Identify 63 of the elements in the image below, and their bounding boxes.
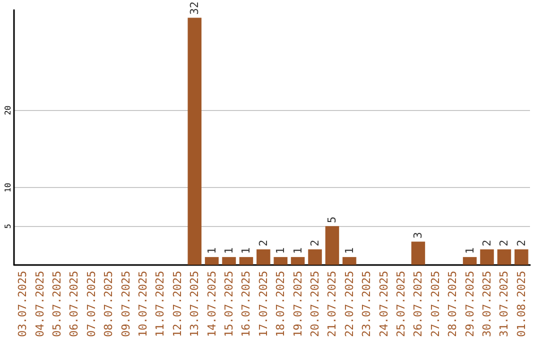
x-tick-label: 28.07.2025 [446,270,460,338]
bar [204,257,219,265]
bar [325,226,340,265]
x-tick-label: 16.07.2025 [240,270,253,338]
x-tick-label: 11.07.2025 [154,270,167,338]
data-label: 2 [514,240,528,246]
data-label: 1 [240,247,253,254]
data-label: 5 [326,216,339,224]
data-label: 1 [463,247,476,254]
x-tick-label: 07.07.2025 [84,270,98,338]
bar [239,257,254,265]
bar [462,257,477,265]
bar [290,257,305,265]
x-tick-label: 23.07.2025 [360,270,374,338]
bar [308,249,322,265]
data-label: 2 [498,240,511,246]
bar [342,257,356,265]
data-label: 2 [308,240,322,246]
data-label: 3 [412,232,425,239]
x-tick-label: 19.07.2025 [291,270,304,338]
x-tick-label: 31.07.2025 [498,270,511,338]
x-tick-label: 20.07.2025 [308,270,322,338]
bar [188,18,202,265]
x-tick-label: 26.07.2025 [412,270,425,338]
data-label: 1 [205,247,218,254]
x-tick-label: 17.07.2025 [256,270,270,338]
x-tick-label: 08.07.2025 [102,270,116,338]
x-tick-label: 25.07.2025 [394,270,408,338]
x-tick-label: 04.07.2025 [33,270,46,338]
bar [480,249,494,265]
data-label: 2 [256,240,270,246]
x-tick-label: 14.07.2025 [205,270,218,338]
x-tick-label: 10.07.2025 [136,270,150,338]
x-tick-label: 30.07.2025 [480,270,494,338]
x-tick-label: 09.07.2025 [119,270,132,338]
data-label: 1 [291,247,304,254]
x-tick-label: 27.07.2025 [428,270,442,338]
data-label: 1 [274,247,288,254]
x-tick-label: 03.07.2025 [16,270,30,338]
x-tick-label: 12.07.2025 [170,270,184,338]
x-tick-label: 06.07.2025 [68,270,81,338]
bar [411,242,426,265]
y-tick-label: 20 [4,105,12,116]
x-tick-label: 22.07.2025 [342,270,356,338]
y-tick-label: 5 [4,224,12,229]
bar [514,249,528,265]
data-label: 2 [480,240,494,246]
x-tick-label: 13.07.2025 [188,270,202,338]
bar [222,257,236,265]
x-tick-label: 15.07.2025 [222,270,236,338]
x-tick-label: 18.07.2025 [274,270,288,338]
data-label: 1 [342,247,356,254]
data-label: 1 [222,247,236,254]
bar [497,249,512,265]
y-tick-label: 10 [4,182,12,192]
data-label: 32 [188,1,202,15]
x-tick-label: 05.07.2025 [50,270,64,338]
x-tick-label: 29.07.2025 [463,270,476,338]
x-tick-label: 21.07.2025 [326,270,339,338]
x-tick-label: 24.07.2025 [377,270,390,338]
bar [256,249,270,265]
x-tick-label: 01.08.2025 [514,270,528,338]
bar [274,257,288,265]
